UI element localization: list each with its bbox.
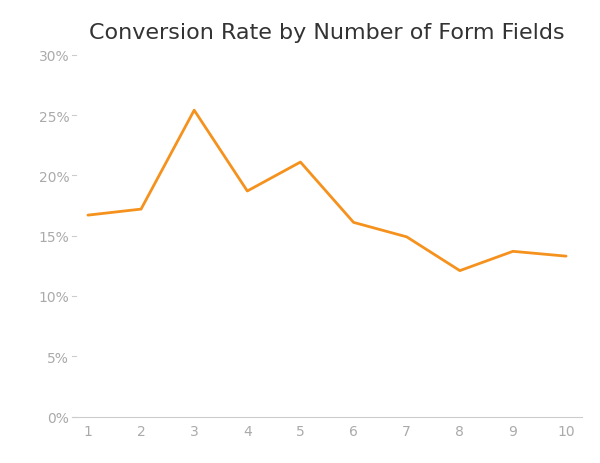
Title: Conversion Rate by Number of Form Fields: Conversion Rate by Number of Form Fields: [89, 23, 565, 43]
